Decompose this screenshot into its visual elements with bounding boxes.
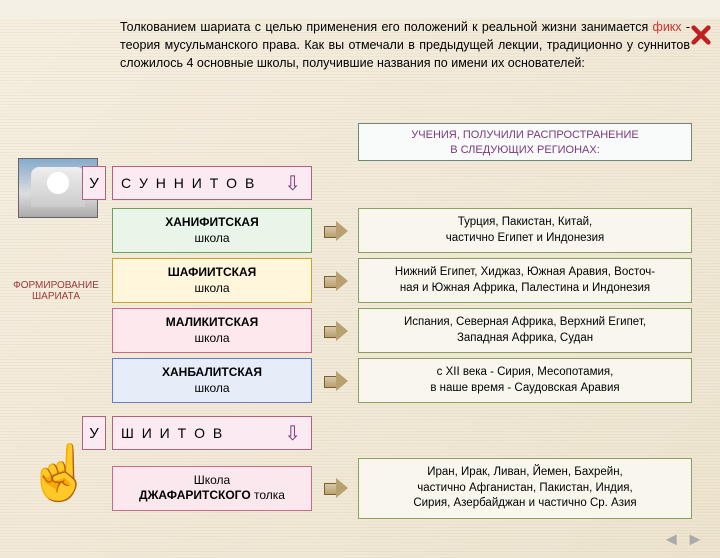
- sunni-region-box: Нижний Египет, Хиджаз, Южная Аравия, Вос…: [358, 258, 692, 303]
- sunni-school-name: МАЛИКИТСКАЯ: [166, 315, 258, 329]
- side-label-line1: ФОРМИРОВАНИЕ: [13, 280, 99, 291]
- shia-region-box: Иран, Ирак, Ливан, Йемен, Бахрейн,частич…: [358, 458, 692, 519]
- side-label-line2: ШАРИАТА: [32, 291, 80, 302]
- close-icon[interactable]: [690, 24, 712, 46]
- sunni-region-box: Турция, Пакистан, Китай,частично Египет …: [358, 208, 692, 253]
- sunni-header: С У Н Н И Т О В ⇩: [112, 166, 312, 200]
- hand-icon: ☝: [26, 442, 93, 505]
- sunni-school-sub: школа: [194, 331, 229, 345]
- sunni-school-sub: школа: [194, 281, 229, 295]
- arrow-icon: [324, 271, 348, 291]
- arrow-icon: [324, 221, 348, 241]
- sunni-school-name: ШАФИИТСКАЯ: [168, 265, 257, 279]
- regions-header-line2: В СЛЕДУЮЩИХ РЕГИОНАХ:: [450, 144, 600, 156]
- sunni-school-box: МАЛИКИТСКАЯ школа: [112, 308, 312, 353]
- sunni-school-row: ХАНБАЛИТСКАЯ школа с XII века - Сирия, Мес…: [112, 358, 692, 403]
- sunni-school-row: МАЛИКИТСКАЯ школа Испания, Северная Африка…: [112, 308, 692, 353]
- down-arrow-icon: ⇩: [284, 171, 303, 196]
- intro-text: Толкованием шариата с целью применения е…: [120, 18, 690, 72]
- shia-school-line1: Школа: [194, 473, 230, 487]
- down-arrow-icon: ⇩: [284, 421, 303, 446]
- shia-school-name: ДЖАФАРИТСКОГО: [139, 488, 251, 502]
- arrow-icon: [324, 371, 348, 391]
- sunni-school-name: ХАНИФИТСКАЯ: [165, 215, 258, 229]
- sunni-school-row: ХАНИФИТСКАЯ школа Турция, Пакистан, Китай,…: [112, 208, 692, 253]
- shia-school-box: Школа ДЖАФАРИТСКОГО толка: [112, 466, 312, 511]
- sunni-school-box: ШАФИИТСКАЯ школа: [112, 258, 312, 303]
- sunni-region-box: Испания, Северная Африка, Верхний Египет…: [358, 308, 692, 353]
- sunni-school-box: ХАНИФИТСКАЯ школа: [112, 208, 312, 253]
- group-letter-sunni: У: [82, 166, 106, 200]
- sunni-title: С У Н Н И Т О В: [121, 175, 256, 191]
- shia-header-row: У Ш И И Т О В ⇩: [82, 416, 312, 450]
- regions-header: УЧЕНИЯ, ПОЛУЧИЛИ РАСПРОСТРАНЕНИЕ В СЛЕДУ…: [358, 123, 692, 161]
- regions-header-line1: УЧЕНИЯ, ПОЛУЧИЛИ РАСПРОСТРАНЕНИЕ: [411, 129, 638, 141]
- sunni-school-box: ХАНБАЛИТСКАЯ школа: [112, 358, 312, 403]
- side-label: ФОРМИРОВАНИЕ ШАРИАТА: [6, 280, 106, 302]
- sunni-school-sub: школа: [194, 231, 229, 245]
- intro-pre: Толкованием шариата с целью применения е…: [120, 20, 653, 34]
- shia-school-suffix: толка: [251, 488, 285, 502]
- intro-highlight: фикх: [653, 20, 682, 34]
- sunni-region-box: с XII века - Сирия, Месопотамия,в наше в…: [358, 358, 692, 403]
- sunni-school-name: ХАНБАЛИТСКАЯ: [162, 365, 262, 379]
- sunni-header-row: У С У Н Н И Т О В ⇩: [82, 166, 312, 200]
- sunni-school-sub: школа: [194, 381, 229, 395]
- arrow-icon: [324, 321, 348, 341]
- sunni-school-row: ШАФИИТСКАЯ школа Нижний Египет, Хиджаз, Юж…: [112, 258, 692, 303]
- shia-header: Ш И И Т О В ⇩: [112, 416, 312, 450]
- shia-school-row: Школа ДЖАФАРИТСКОГО толка Иран, Ирак, Ли…: [112, 458, 692, 519]
- shia-title: Ш И И Т О В: [121, 425, 224, 441]
- arrow-icon: [324, 478, 348, 498]
